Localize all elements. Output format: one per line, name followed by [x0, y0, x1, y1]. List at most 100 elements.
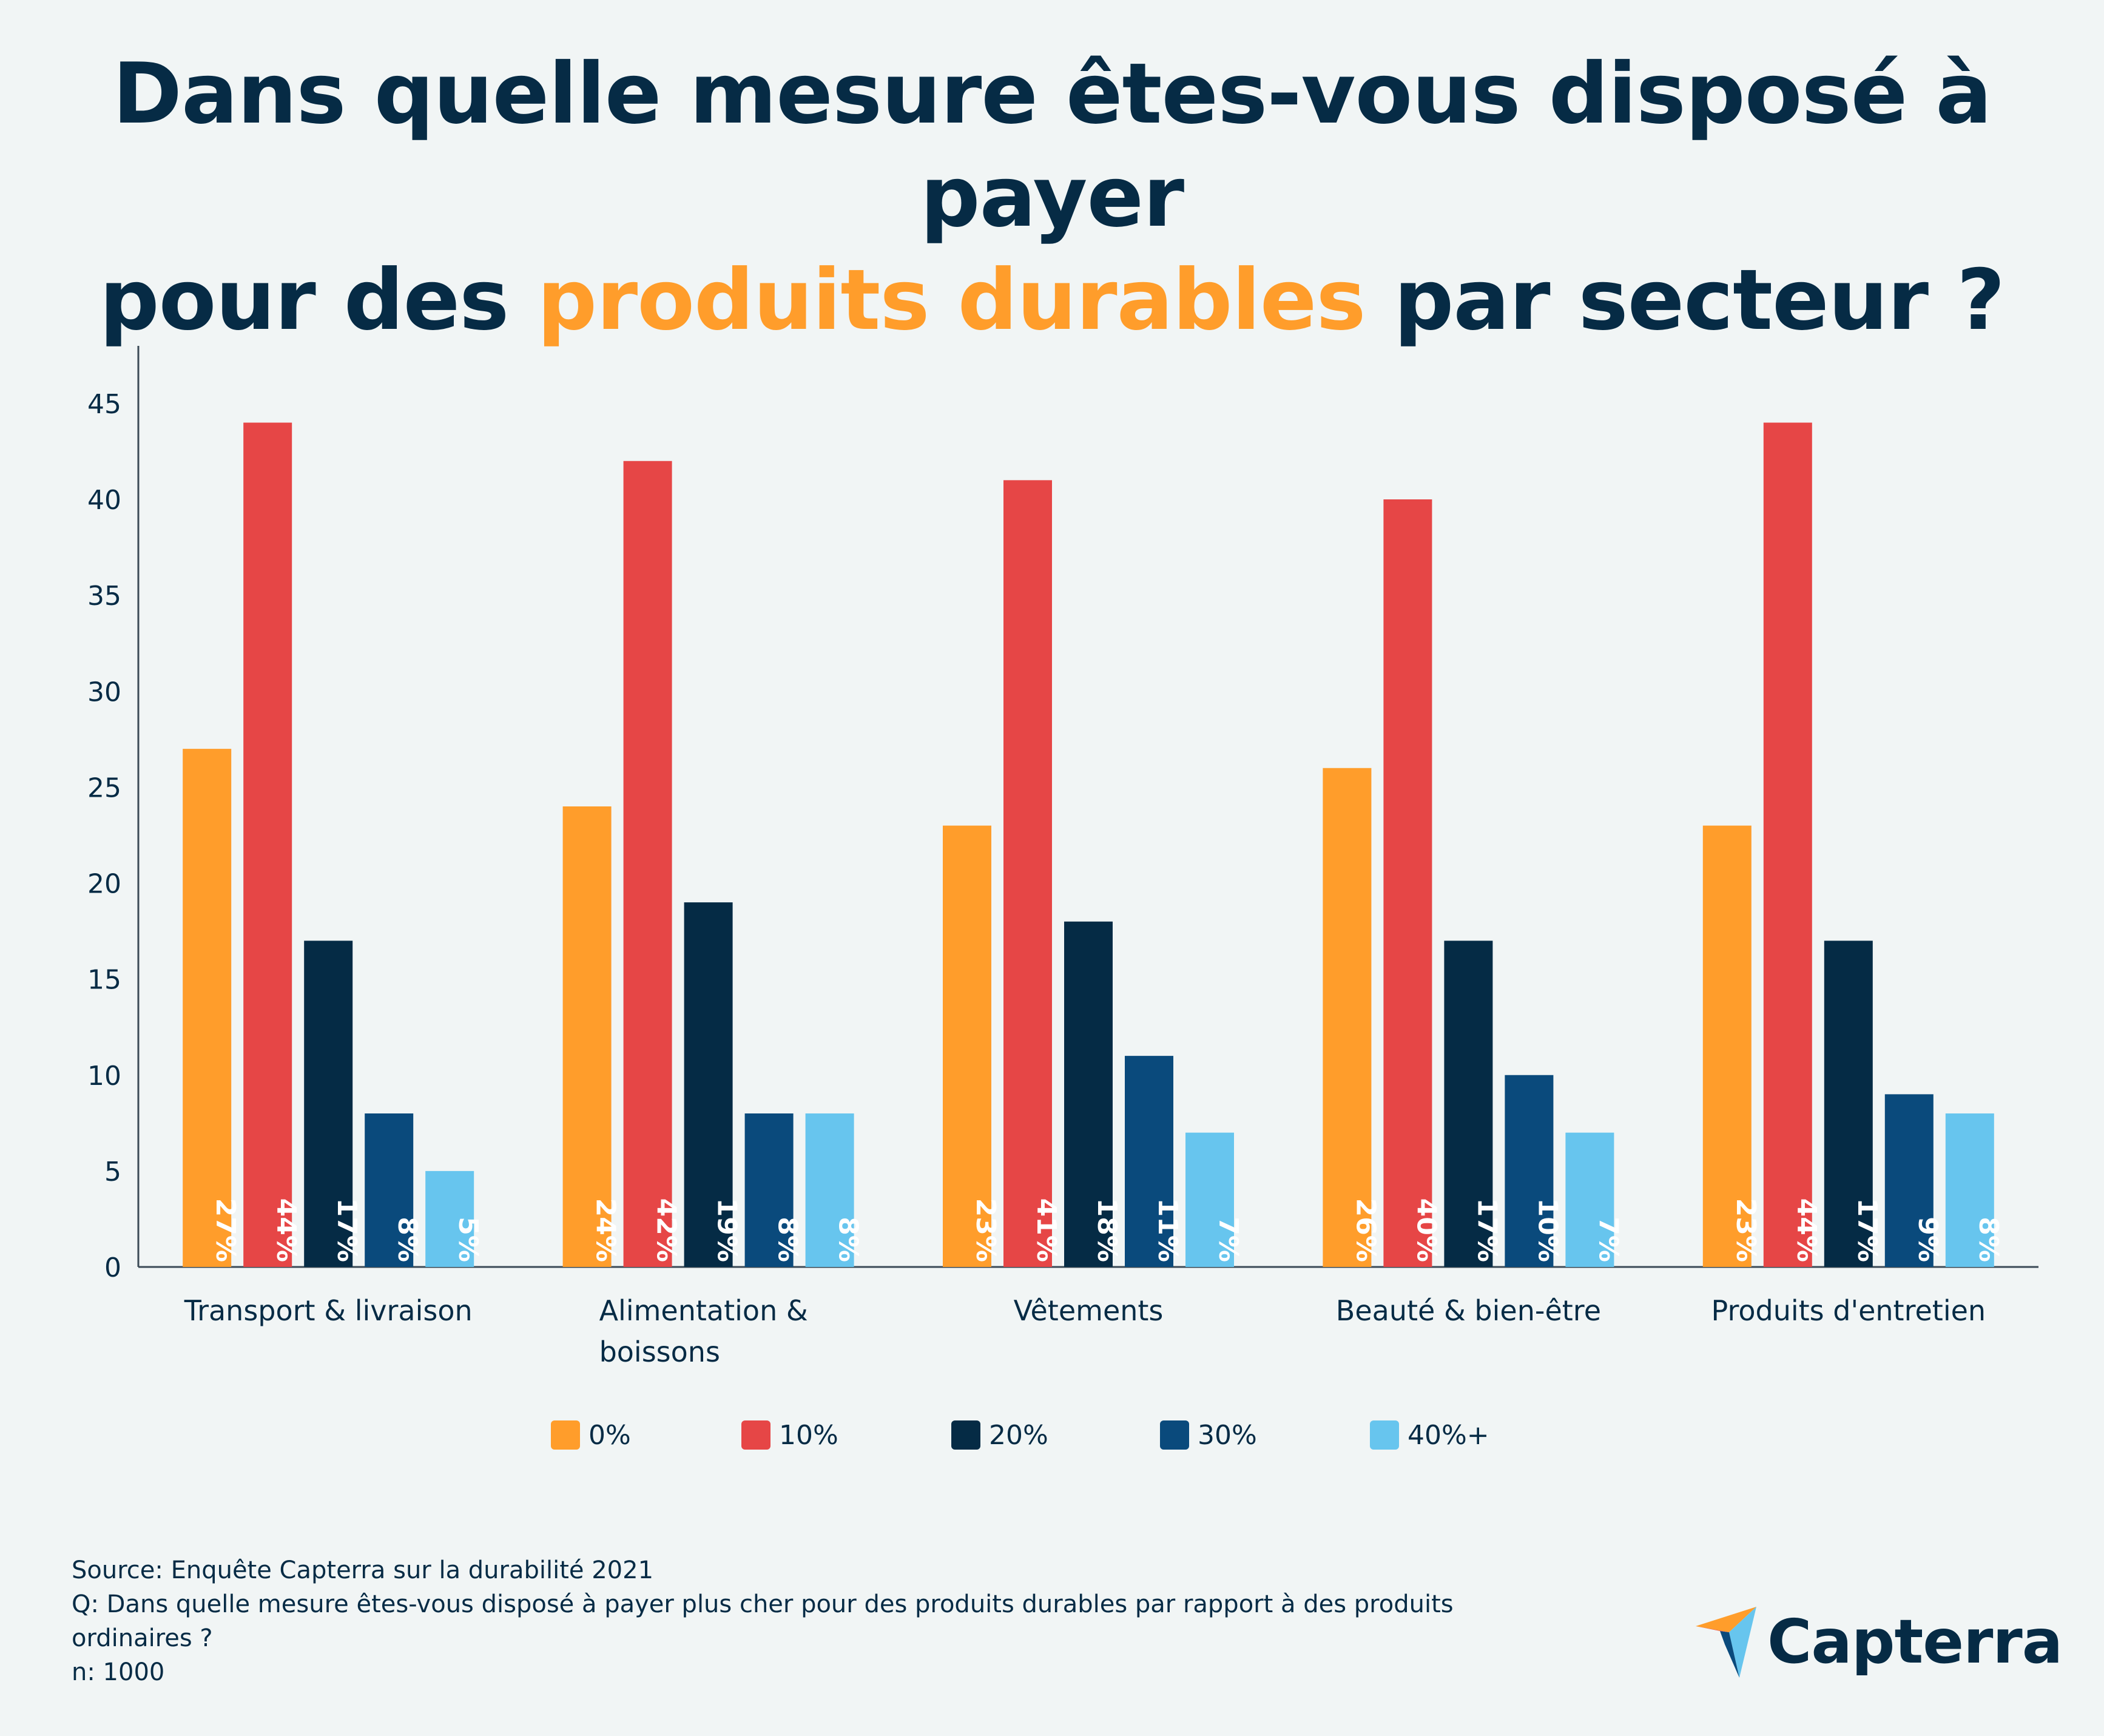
bar: [365, 1113, 414, 1267]
capterra-arrow-icon: [1696, 1607, 1756, 1678]
category-label: Transport & livraison: [184, 1294, 473, 1327]
bar: [1185, 1132, 1234, 1267]
bar: [1884, 1094, 1934, 1267]
legend-swatch: [741, 1420, 770, 1450]
legend-label: 10%: [779, 1419, 838, 1451]
bar: [623, 461, 672, 1267]
data-label: 17%: [1852, 1198, 1883, 1262]
data-label: 23%: [1730, 1198, 1761, 1262]
logo-text: Capterra: [1767, 1606, 2063, 1677]
bar: [1125, 1056, 1173, 1267]
y-tick-label: 45: [87, 389, 121, 420]
data-label: 44%: [1791, 1198, 1822, 1262]
bar: [1824, 941, 1873, 1267]
data-label: 27%: [210, 1198, 241, 1262]
footer-n: n: 1000: [72, 1658, 165, 1686]
legend-item: 30%: [1160, 1414, 1257, 1456]
footer-source: Source: Enquête Capterra sur la durabili…: [72, 1556, 654, 1584]
data-label: 19%: [712, 1198, 743, 1262]
category-label-line: Beauté & bien-être: [1336, 1294, 1601, 1327]
bar: [1763, 422, 1812, 1267]
capterra-logo: Capterra: [1696, 1602, 2063, 1681]
chart-title: Dans quelle mesure êtes-vous disposé à p…: [0, 42, 2104, 352]
bar: [1565, 1132, 1614, 1267]
bar: [1003, 480, 1052, 1267]
data-label: 8%: [833, 1217, 864, 1262]
data-label: 41%: [1031, 1198, 1062, 1262]
bar: [805, 1113, 854, 1267]
bar: [684, 902, 733, 1267]
legend-label: 0%: [588, 1419, 631, 1451]
legend: 0% 10% 20% 30% 40%+: [0, 1414, 2104, 1456]
category-label-line: Alimentation &: [599, 1294, 808, 1327]
category-label: Produits d'entretien: [1711, 1294, 1986, 1327]
legend-item: 20%: [951, 1414, 1048, 1456]
legend-item: 10%: [741, 1414, 838, 1456]
legend-label: 20%: [989, 1419, 1048, 1451]
footer: Source: Enquête Capterra sur la durabili…: [72, 1553, 1649, 1689]
data-label: 7%: [1593, 1217, 1624, 1262]
bar: [243, 422, 292, 1267]
data-label: 7%: [1213, 1217, 1244, 1262]
data-label: 5%: [453, 1217, 484, 1262]
y-tick-label: 35: [87, 581, 121, 612]
legend-label: 40%+: [1408, 1419, 1489, 1451]
bar-chart: 0 5 10 15 20 25 30 35 40 45 27% 44% 17% 8% 5% Transport…: [87, 346, 2038, 1368]
legend-swatch: [951, 1420, 980, 1450]
title-line-2: pour des produits durables par secteur ?: [0, 249, 2104, 352]
legend-swatch: [1160, 1420, 1189, 1450]
y-tick-label: 30: [87, 677, 121, 708]
data-label: 40%: [1411, 1198, 1441, 1262]
data-label: 9%: [1912, 1217, 1943, 1262]
y-tick-label: 5: [104, 1157, 121, 1187]
title-line-2-post: par secteur ?: [1365, 251, 2006, 349]
y-tick-label: 40: [87, 485, 121, 516]
legend-swatch: [551, 1420, 580, 1450]
y-tick-label: 15: [87, 965, 121, 996]
category-label-line: Vêtements: [1014, 1294, 1164, 1327]
bar: [1444, 941, 1493, 1267]
category-label-line: Produits d'entretien: [1711, 1294, 1986, 1327]
data-label: 17%: [331, 1198, 362, 1262]
data-label: 10%: [1532, 1198, 1563, 1262]
category-label: Vêtements: [1014, 1294, 1164, 1327]
data-label: 8%: [772, 1217, 803, 1262]
bar: [1323, 768, 1372, 1267]
category-label: Alimentation & boissons: [599, 1294, 808, 1368]
legend-item: 40%+: [1370, 1414, 1489, 1456]
title-line-2-pre: pour des: [99, 251, 538, 349]
category-label-line: Transport & livraison: [184, 1294, 473, 1327]
y-tick-label: 20: [87, 869, 121, 900]
bar: [1505, 1075, 1554, 1267]
legend-item: 0%: [551, 1414, 631, 1456]
y-tick-label: 25: [87, 772, 121, 803]
data-label: 23%: [970, 1198, 1001, 1262]
data-label: 8%: [1973, 1217, 2004, 1262]
data-label: 26%: [1350, 1198, 1381, 1262]
category-label: Beauté & bien-être: [1336, 1294, 1601, 1327]
data-label: 18%: [1091, 1198, 1122, 1262]
y-tick-label: 10: [87, 1061, 121, 1092]
bar: [425, 1170, 474, 1267]
footer-question: Q: Dans quelle mesure êtes-vous disposé …: [72, 1590, 1454, 1652]
title-highlight: produits durables: [537, 251, 1366, 349]
bar: [1945, 1113, 1994, 1267]
bar: [744, 1113, 794, 1267]
data-label: 42%: [651, 1198, 682, 1262]
data-label: 24%: [590, 1198, 621, 1262]
bar: [943, 825, 991, 1267]
data-label: 17%: [1471, 1198, 1502, 1262]
bar: [1702, 825, 1752, 1267]
y-tick-label: 0: [104, 1252, 121, 1283]
bar: [1383, 499, 1432, 1267]
data-label: 8%: [392, 1217, 423, 1262]
bar: [562, 806, 612, 1267]
bar: [183, 749, 232, 1267]
data-label: 11%: [1152, 1198, 1183, 1262]
title-line-1: Dans quelle mesure êtes-vous disposé à p…: [112, 45, 1992, 246]
bar: [1064, 921, 1113, 1267]
bar: [304, 941, 353, 1267]
legend-swatch: [1370, 1420, 1399, 1450]
data-label: 44%: [271, 1198, 302, 1262]
category-label-line: boissons: [599, 1336, 720, 1368]
